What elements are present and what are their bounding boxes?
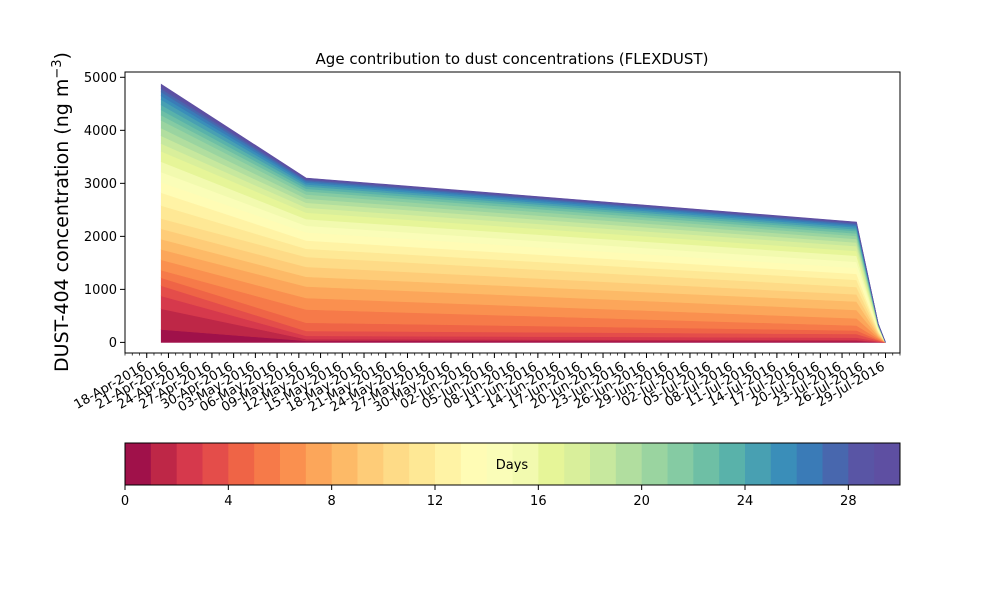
colorbar <box>125 443 901 485</box>
colorbar-swatch-24 <box>745 443 772 485</box>
y-tick-label: 0 <box>109 336 117 351</box>
colorbar-tick-label: 0 <box>121 494 129 509</box>
y-tick-label: 2000 <box>84 230 117 245</box>
x-axis-ticks: 18-Apr-201621-Apr-201624-Apr-201627-Apr-… <box>72 353 901 415</box>
age-band-29-days <box>160 83 886 343</box>
y-tick-label: 3000 <box>84 177 117 192</box>
y-axis-ticks: 0 1000 2000 3000 4000 5000 <box>84 71 125 351</box>
colorbar-swatch-6 <box>280 443 307 485</box>
y-tick-label: 4000 <box>84 124 117 139</box>
colorbar-swatch-27 <box>822 443 849 485</box>
colorbar-swatch-16 <box>538 443 565 485</box>
colorbar-ticks: 0 4 8 12 16 20 24 28 <box>121 485 857 509</box>
colorbar-frame <box>124 442 901 486</box>
colorbar-label: Days <box>496 458 529 473</box>
y-axis-label: DUST-404 concentration (ng m−3) <box>50 52 74 372</box>
colorbar-swatch-17 <box>564 443 591 485</box>
y-tick-label: 5000 <box>84 71 117 86</box>
colorbar-swatch-7 <box>305 443 333 485</box>
colorbar-swatch-21 <box>667 443 694 485</box>
chart-title: Age contribution to dust concentrations … <box>316 50 709 68</box>
colorbar-swatch-9 <box>357 443 384 485</box>
colorbar-swatch-11 <box>409 443 436 485</box>
stacked-area-layers <box>160 83 886 343</box>
colorbar-swatch-12 <box>435 443 462 485</box>
y-axis-label-superscript: −3 <box>50 59 65 78</box>
colorbar-swatch-13 <box>460 443 488 485</box>
colorbar-swatch-4 <box>228 443 255 485</box>
colorbar-tick-label: 24 <box>737 494 754 509</box>
colorbar-swatch-26 <box>796 443 823 485</box>
colorbar-swatch-23 <box>719 443 746 485</box>
colorbar-swatch-10 <box>383 443 410 485</box>
colorbar-swatch-29 <box>874 443 901 485</box>
colorbar-tick-label: 28 <box>840 494 857 509</box>
y-axis-label-close: ) <box>51 52 73 59</box>
colorbar-swatch-2 <box>176 443 203 485</box>
colorbar-tick-label: 8 <box>328 494 336 509</box>
colorbar-swatch-3 <box>202 443 229 485</box>
colorbar-tick-label: 16 <box>530 494 547 509</box>
colorbar-swatch-18 <box>590 443 617 485</box>
colorbar-swatch-28 <box>848 443 875 485</box>
colorbar-swatch-20 <box>641 443 668 485</box>
colorbar-swatch-19 <box>615 443 643 485</box>
y-axis-label-text: DUST-404 concentration (ng m <box>51 79 73 372</box>
colorbar-tick-label: 20 <box>633 494 650 509</box>
colorbar-swatch-22 <box>693 443 720 485</box>
colorbar-tick-label: 12 <box>427 494 444 509</box>
colorbar-swatch-15 <box>512 443 539 485</box>
colorbar-tick-label: 4 <box>224 494 232 509</box>
colorbar-swatch-8 <box>331 443 358 485</box>
colorbar-swatch-0 <box>125 443 152 485</box>
colorbar-swatch-1 <box>150 443 178 485</box>
colorbar-swatch-5 <box>254 443 281 485</box>
colorbar-swatch-25 <box>770 443 798 485</box>
plot-area-frame <box>124 71 901 354</box>
y-tick-label: 1000 <box>84 283 117 298</box>
colorbar-swatch-14 <box>486 443 513 485</box>
